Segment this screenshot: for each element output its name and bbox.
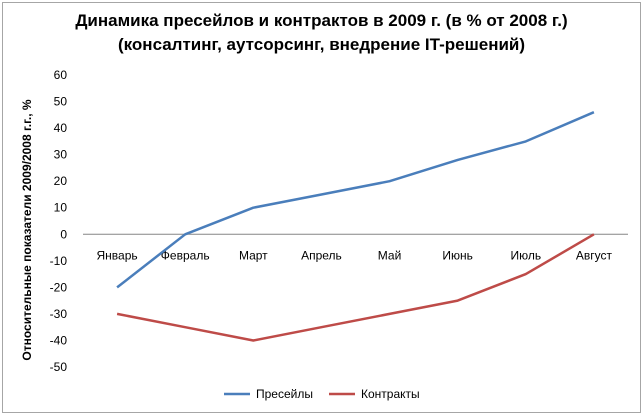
legend: Пресейлы Контракты [224, 387, 420, 401]
x-tick-label: Август [576, 248, 613, 262]
y-tick-label: 0 [60, 227, 67, 241]
series-line-contracts [116, 233, 595, 342]
series-line-presales [116, 111, 595, 289]
x-tick-label: Июнь [442, 248, 473, 262]
y-tick-label: -10 [50, 254, 68, 268]
chart-title-line-1: Динамика пресейлов и контрактов в 2009 г… [75, 11, 568, 30]
legend-label-presales: Пресейлы [256, 387, 313, 401]
x-tick-label: Апрель [301, 248, 342, 262]
y-tick-label: -20 [50, 280, 68, 294]
x-tick-label: Март [239, 248, 268, 262]
y-tick-label: -30 [50, 307, 68, 321]
plot-area [116, 111, 595, 342]
y-tick-label: -50 [50, 360, 68, 374]
chart-title-line-2: (консалтинг, аутсорсинг, внедрение IT-ре… [117, 35, 526, 54]
x-tick-label: Июль [511, 248, 542, 262]
y-tick-label: 30 [54, 148, 68, 162]
y-tick-label: 10 [54, 201, 68, 215]
y-tick-label: 50 [54, 95, 68, 109]
y-tick-label: 20 [54, 174, 68, 188]
y-tick-label: 40 [54, 121, 68, 135]
y-axis-label: Относительные показатели 2009/2008 г.г.,… [20, 99, 34, 360]
y-tick-label: 60 [54, 68, 68, 82]
x-tick-label: Май [378, 248, 402, 262]
y-axis: 60 50 40 30 20 10 0 -10 -20 -30 -40 -50 [50, 68, 68, 374]
x-tick-label: Январь [96, 248, 137, 262]
x-axis: Январь Февраль Март Апрель Май Июнь Июль Август [96, 248, 612, 262]
y-tick-label: -40 [50, 333, 68, 347]
x-tick-label: Февраль [161, 248, 210, 262]
legend-label-contracts: Контракты [361, 387, 420, 401]
chart-title: Динамика пресейлов и контрактов в 2009 г… [0, 9, 643, 57]
